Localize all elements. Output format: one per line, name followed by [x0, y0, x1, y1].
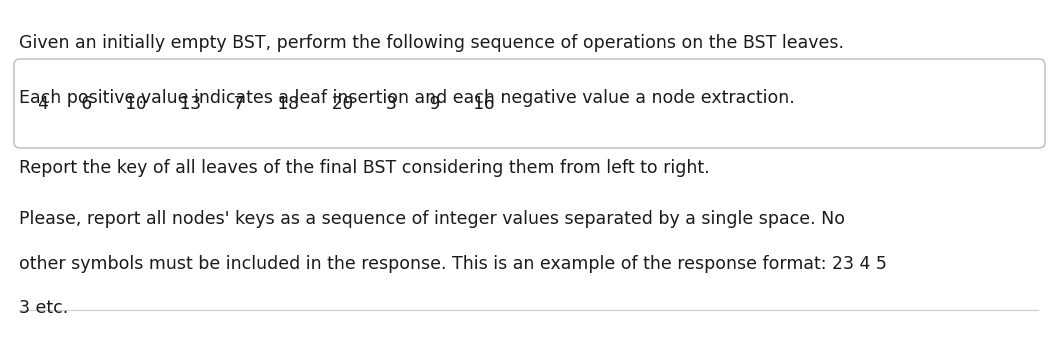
Text: other symbols must be included in the response. This is an example of the respon: other symbols must be included in the re… — [19, 255, 887, 273]
Text: 3 etc.: 3 etc. — [19, 299, 69, 317]
Text: 4   6   10   13   7   18   20   3   9   16: 4 6 10 13 7 18 20 3 9 16 — [38, 94, 495, 113]
FancyBboxPatch shape — [14, 59, 1045, 148]
Text: Each positive value indicates a leaf insertion and each negative value a node ex: Each positive value indicates a leaf ins… — [19, 89, 795, 107]
Text: Report the key of all leaves of the final BST considering them from left to righ: Report the key of all leaves of the fina… — [19, 159, 709, 177]
Text: Given an initially empty BST, perform the following sequence of operations on th: Given an initially empty BST, perform th… — [19, 34, 845, 52]
Text: Please, report all nodes' keys as a sequence of integer values separated by a si: Please, report all nodes' keys as a sequ… — [19, 210, 845, 228]
